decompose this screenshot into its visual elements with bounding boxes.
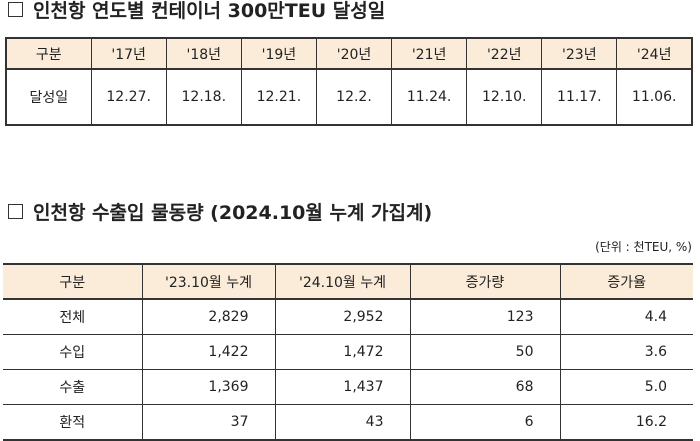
- table-cell: 16.2: [559, 404, 693, 441]
- table-cell: 12.21.: [240, 68, 317, 126]
- header-cell: '21년: [391, 37, 468, 70]
- table-cell: 1,437: [274, 369, 411, 405]
- table-cell: 환적: [3, 404, 143, 441]
- table-row: 전체 2,829 2,952 123 4.4: [3, 298, 693, 335]
- header-cell: '17년: [90, 37, 167, 70]
- table: 구분 '23.10월 누계 '24.10월 누계 증가량 증가율 전체 2,829 2,952…: [3, 263, 693, 441]
- table-cell: 12.27.: [90, 68, 167, 126]
- table-cell: 3.6: [559, 334, 693, 370]
- section-title: 인천항 수출입 물동량 (2024.10월 누계 가집계): [8, 198, 432, 225]
- table-cell: 6: [409, 404, 561, 441]
- table-cell: 43: [274, 404, 411, 441]
- table-row: 수출 1,369 1,437 68 5.0: [3, 369, 693, 405]
- header-cell: '23.10월 누계: [141, 263, 276, 300]
- unit-note: (단위 : 천TEU, %): [595, 240, 692, 254]
- table-cell: 1,422: [141, 334, 276, 370]
- table-cell: 1,369: [141, 369, 276, 405]
- bullet-box: [8, 2, 23, 17]
- header-cell: '18년: [165, 37, 242, 70]
- table-row: 수입 1,422 1,472 50 3.6: [3, 334, 693, 370]
- header-cell: 증가량: [409, 263, 561, 300]
- table-row: 환적 37 43 6 16.2: [3, 404, 693, 441]
- table-cell: 1,472: [274, 334, 411, 370]
- table: 구분 '17년 '18년 '19년 '20년 '21년 '22년 '23년 '24년 달성일 12.…: [5, 37, 693, 126]
- header-row: 구분 '17년 '18년 '19년 '20년 '21년 '22년 '23년 '24년: [5, 37, 693, 70]
- table-cell: 전체: [3, 298, 143, 335]
- table-cell: 12.18.: [165, 68, 242, 126]
- table-cell: 12.10.: [466, 68, 543, 126]
- header-cell: '19년: [240, 37, 317, 70]
- header-cell: '20년: [315, 37, 393, 70]
- title-text: 인천항 연도별 컨테이너 300만TEU 달성일: [33, 0, 386, 22]
- header-row: 구분 '23.10월 누계 '24.10월 누계 증가량 증가율: [3, 263, 693, 300]
- header-cell: '23년: [541, 37, 618, 70]
- table-cell: 12.2.: [315, 68, 393, 126]
- table-cell: 수입: [3, 334, 143, 370]
- table-cell: 2,829: [141, 298, 276, 335]
- table-cell: 11.17.: [541, 68, 618, 126]
- section-title: 인천항 연도별 컨테이너 300만TEU 달성일: [8, 0, 385, 23]
- table-row: 달성일 12.27. 12.18. 12.21. 12.2. 11.24. 12.10. 11…: [5, 68, 693, 126]
- table-cell: 11.24.: [391, 68, 468, 126]
- table-cell: 11.06.: [616, 68, 693, 126]
- title-text: 인천항 수출입 물동량 (2024.10월 누계 가집계): [33, 202, 433, 224]
- table-cell: 50: [409, 334, 561, 370]
- table-cell: 68: [409, 369, 561, 405]
- table-cell: 5.0: [559, 369, 693, 405]
- bullet-box: [8, 204, 23, 219]
- table-cell: 2,952: [274, 298, 411, 335]
- table-cell: 달성일: [5, 68, 92, 126]
- header-cell: 구분: [3, 263, 143, 300]
- header-cell: 증가율: [559, 263, 693, 300]
- table-cell: 37: [141, 404, 276, 441]
- header-cell: '24년: [616, 37, 693, 70]
- table-cell: 123: [409, 298, 561, 335]
- header-cell: '24.10월 누계: [274, 263, 411, 300]
- table-cell: 4.4: [559, 298, 693, 335]
- header-cell: 구분: [5, 37, 92, 70]
- table-cell: 수출: [3, 369, 143, 405]
- header-cell: '22년: [466, 37, 543, 70]
